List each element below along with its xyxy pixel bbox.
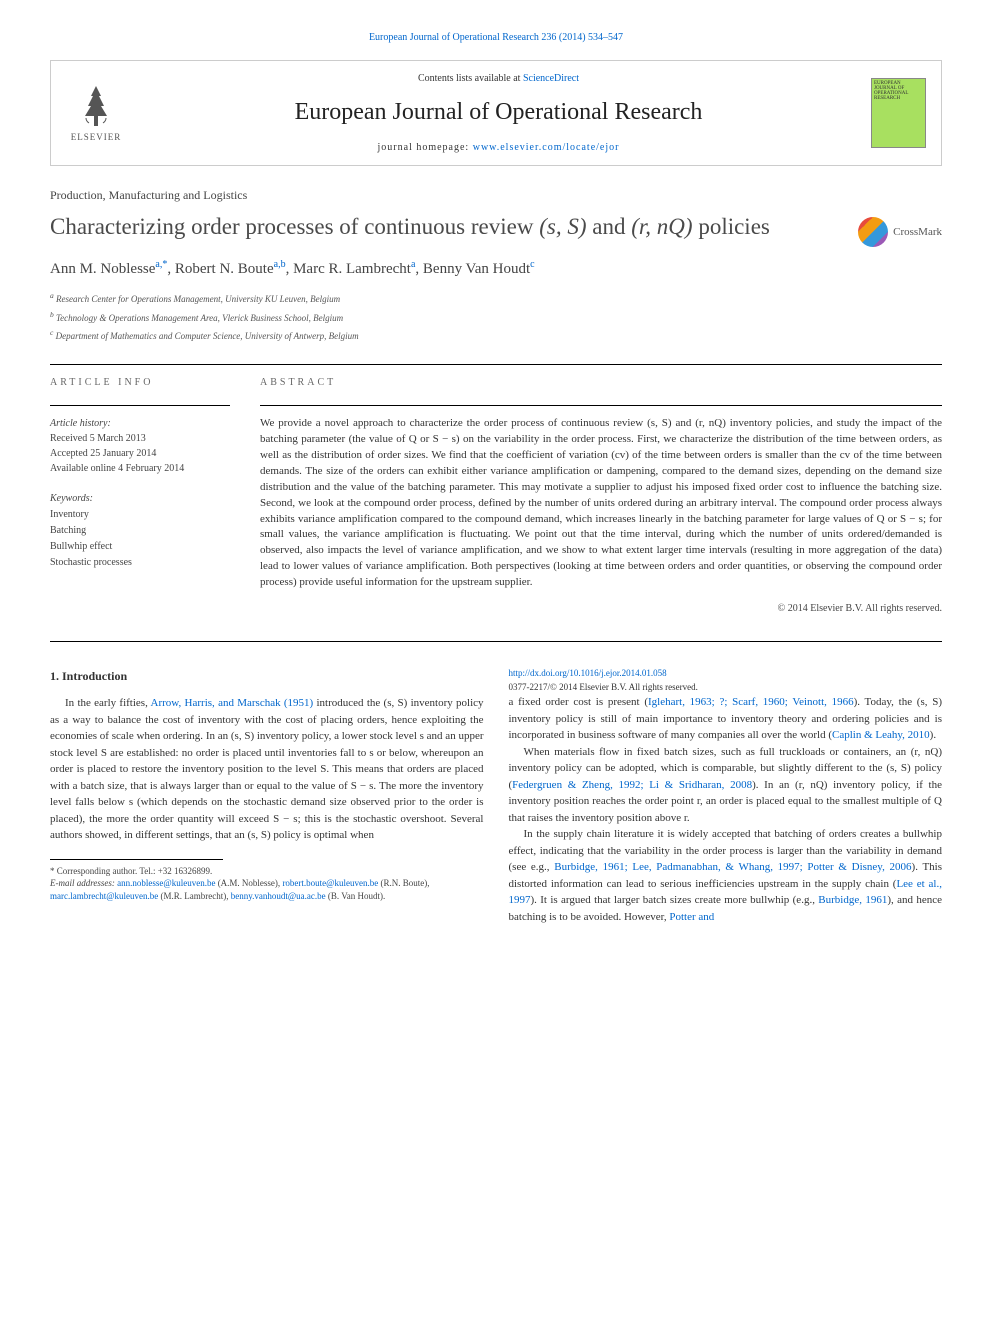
ref-arrow-1951[interactable]: Arrow, Harris, and Marschak (1951) <box>151 697 314 709</box>
info-abstract-row: ARTICLE INFO Article history: Received 5… <box>50 375 942 616</box>
affiliations: a Research Center for Operations Managem… <box>50 290 942 344</box>
email-addresses: E-mail addresses: ann.noblesse@kuleuven.… <box>50 877 484 902</box>
title-math-rnq: (r, nQ) <box>631 214 692 239</box>
intro-heading: 1. Introduction <box>50 667 484 685</box>
abstract-column: ABSTRACT We provide a novel approach to … <box>260 375 942 616</box>
footnote-separator <box>50 859 223 860</box>
email-noblesse[interactable]: ann.noblesse@kuleuven.be <box>117 878 215 888</box>
ref-iglehart-etc[interactable]: Iglehart, 1963; ?; Scarf, 1960; Veinott,… <box>648 696 854 708</box>
crossmark-icon <box>858 217 888 247</box>
elsevier-logo[interactable]: ELSEVIER <box>66 78 126 148</box>
keywords-label: Keywords: <box>50 493 93 504</box>
abstract-text: We provide a novel approach to character… <box>260 416 942 591</box>
article-info-column: ARTICLE INFO Article history: Received 5… <box>50 375 230 616</box>
contents-line: Contents lists available at ScienceDirec… <box>141 71 856 86</box>
received-date: Received 5 March 2013 <box>50 431 230 446</box>
abstract-divider <box>260 405 942 406</box>
article-info-heading: ARTICLE INFO <box>50 375 230 390</box>
elsevier-label: ELSEVIER <box>71 131 122 145</box>
crossmark-badge[interactable]: CrossMark <box>858 217 942 247</box>
body-two-column: 1. Introduction In the early fifties, Ar… <box>50 667 942 925</box>
accepted-date: Accepted 25 January 2014 <box>50 446 230 461</box>
keyword-4: Stochastic processes <box>50 555 230 570</box>
homepage-url[interactable]: www.elsevier.com/locate/ejor <box>473 142 620 153</box>
section-label: Production, Manufacturing and Logistics <box>50 186 942 204</box>
body-para-2: a fixed order cost is present (Iglehart,… <box>509 694 943 744</box>
header-citation-link[interactable]: European Journal of Operational Research… <box>369 32 623 43</box>
author-3-aff[interactable]: a <box>411 259 415 270</box>
crossmark-label: CrossMark <box>893 224 942 241</box>
article-history: Article history: Received 5 March 2013 A… <box>50 416 230 476</box>
divider-top <box>50 364 942 365</box>
corresponding-author-footnote: * Corresponding author. Tel.: +32 163268… <box>50 865 484 903</box>
homepage-line: journal homepage: www.elsevier.com/locat… <box>141 140 856 155</box>
keywords-block: Keywords: Inventory Batching Bullwhip ef… <box>50 491 230 570</box>
banner-center: Contents lists available at ScienceDirec… <box>141 71 856 155</box>
abstract-copyright: © 2014 Elsevier B.V. All rights reserved… <box>260 601 942 616</box>
header-citation: European Journal of Operational Research… <box>50 30 942 45</box>
author-1-aff[interactable]: a,* <box>155 259 167 270</box>
authors-line: Ann M. Noblessea,*, Robert N. Boutea,b, … <box>50 257 942 281</box>
email-lambrecht[interactable]: marc.lambrecht@kuleuven.be <box>50 891 158 901</box>
author-4: Benny Van Houdt <box>423 261 530 277</box>
elsevier-tree-icon <box>71 81 121 131</box>
author-3: Marc R. Lambrecht <box>293 261 411 277</box>
abstract-heading: ABSTRACT <box>260 375 942 390</box>
author-1: Ann M. Noblesse <box>50 261 155 277</box>
title-prefix: Characterizing order processes of contin… <box>50 214 539 239</box>
ref-federgruen-etc[interactable]: Federgruen & Zheng, 1992; Li & Sridharan… <box>512 779 752 791</box>
divider-bottom <box>50 641 942 642</box>
sciencedirect-link[interactable]: ScienceDirect <box>523 73 579 84</box>
ref-burbidge-1961[interactable]: Burbidge, 1961 <box>818 894 887 906</box>
corr-author-line: * Corresponding author. Tel.: +32 163268… <box>50 865 484 878</box>
title-suffix: policies <box>693 214 770 239</box>
contents-prefix: Contents lists available at <box>418 73 523 84</box>
issn-copyright: 0377-2217/© 2014 Elsevier B.V. All right… <box>509 681 943 695</box>
homepage-prefix: journal homepage: <box>378 142 473 153</box>
body-para-1: In the early fifties, Arrow, Harris, and… <box>50 695 484 844</box>
history-label: Article history: <box>50 418 111 429</box>
body-para-3: When materials flow in fixed batch sizes… <box>509 744 943 827</box>
article-title: Characterizing order processes of contin… <box>50 212 838 242</box>
title-math-ss: (s, S) <box>539 214 586 239</box>
doi-block: http://dx.doi.org/10.1016/j.ejor.2014.01… <box>509 667 943 694</box>
journal-banner: ELSEVIER Contents lists available at Sci… <box>50 60 942 166</box>
ref-caplin-leahy[interactable]: Caplin & Leahy, 2010 <box>832 729 930 741</box>
journal-name: European Journal of Operational Research <box>141 94 856 130</box>
keyword-1: Inventory <box>50 507 230 522</box>
title-and: and <box>587 214 632 239</box>
author-4-aff[interactable]: c <box>530 259 534 270</box>
author-2: Robert N. Boute <box>175 261 274 277</box>
email-boute[interactable]: robert.boute@kuleuven.be <box>282 878 378 888</box>
journal-cover-thumbnail[interactable]: EUROPEAN JOURNAL OF OPERATIONAL RESEARCH <box>871 78 926 148</box>
affiliation-b: b Technology & Operations Management Are… <box>50 309 942 326</box>
author-2-aff[interactable]: a,b <box>274 259 286 270</box>
doi-link[interactable]: http://dx.doi.org/10.1016/j.ejor.2014.01… <box>509 668 667 678</box>
ref-potter[interactable]: Potter and <box>669 911 714 923</box>
keyword-2: Batching <box>50 523 230 538</box>
ref-burbidge-etc[interactable]: Burbidge, 1961; Lee, Padmanabhan, & Whan… <box>554 861 911 873</box>
info-divider <box>50 405 230 406</box>
keyword-3: Bullwhip effect <box>50 539 230 554</box>
affiliation-c: c Department of Mathematics and Computer… <box>50 327 942 344</box>
affiliation-a: a Research Center for Operations Managem… <box>50 290 942 307</box>
title-row: Characterizing order processes of contin… <box>50 212 942 257</box>
email-vanhoudt[interactable]: benny.vanhoudt@ua.ac.be <box>231 891 326 901</box>
body-para-4: In the supply chain literature it is wid… <box>509 826 943 925</box>
online-date: Available online 4 February 2014 <box>50 461 230 476</box>
cover-title: EUROPEAN JOURNAL OF OPERATIONAL RESEARCH <box>874 81 923 101</box>
